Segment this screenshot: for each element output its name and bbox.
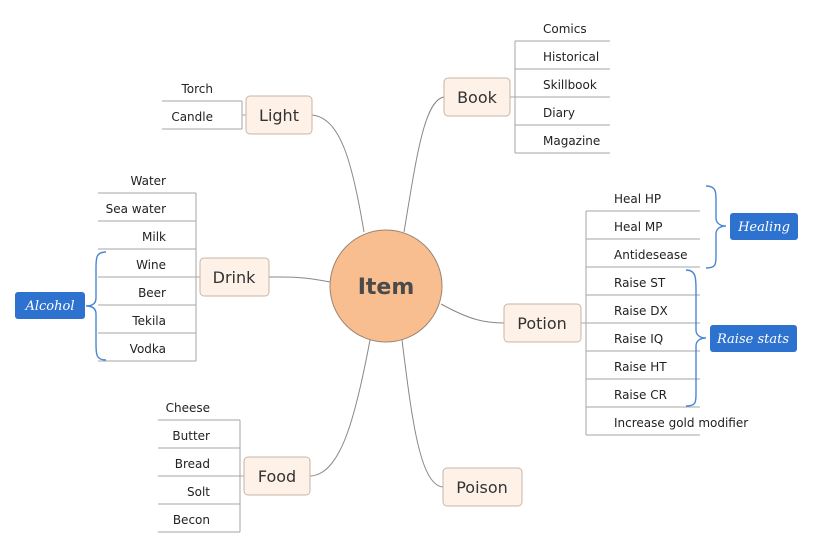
leaf-drink-3[interactable]: Wine: [136, 258, 166, 272]
connector-food: [309, 339, 371, 477]
connector-poison: [401, 339, 444, 488]
topic-book[interactable]: Book: [443, 77, 511, 117]
leaf-book-1[interactable]: Historical: [543, 50, 599, 64]
topic-light-box: [245, 95, 313, 135]
center-node[interactable]: Item: [329, 229, 443, 343]
topic-light-label: Light: [259, 106, 299, 125]
topic-food[interactable]: Food: [243, 456, 311, 496]
leaf-drink-1[interactable]: Sea water: [106, 202, 166, 216]
leaf-potion-7[interactable]: Raise CR: [614, 388, 667, 402]
connectors: [268, 96, 505, 488]
topic-drink-box: [199, 257, 270, 297]
leaf-drink-6[interactable]: Vodka: [130, 342, 166, 356]
topic-poison-box: [442, 467, 523, 507]
leaf-drink-0[interactable]: Water: [131, 174, 167, 188]
leaf-food-0[interactable]: Cheese: [166, 401, 210, 415]
leaf-lines: [98, 40, 700, 533]
leaf-potion-5[interactable]: Raise IQ: [614, 332, 663, 346]
topic-book-label: Book: [457, 88, 498, 107]
leaf-light-0[interactable]: Torch: [180, 82, 213, 96]
topic-drink-label: Drink: [213, 268, 256, 287]
topic-potion-box: [503, 303, 582, 343]
brace-raise-stats: [685, 269, 707, 407]
leaf-potion-8[interactable]: Increase gold modifier: [614, 416, 748, 430]
leaf-book-3[interactable]: Diary: [543, 106, 575, 120]
callout-raise-stats-label: Raise stats: [716, 332, 789, 347]
leaf-book-2[interactable]: Skillbook: [543, 78, 597, 92]
center-label: Item: [358, 275, 415, 300]
braces: [85, 185, 727, 407]
leaf-food-4[interactable]: Becon: [173, 513, 210, 527]
callout-alcohol-label: Alcohol: [24, 299, 74, 314]
center-circle: [329, 229, 443, 343]
leaf-food-3[interactable]: Solt: [187, 485, 210, 499]
topic-book-box: [443, 77, 511, 117]
connector-potion: [440, 303, 505, 324]
callout-alcohol-box: [15, 292, 85, 319]
callout-healing[interactable]: Healing: [730, 213, 798, 240]
callout-raise-stats-box: [710, 325, 797, 352]
leaf-potion-4[interactable]: Raise DX: [614, 304, 668, 318]
topic-poison[interactable]: Poison: [442, 467, 523, 507]
leaf-food-1[interactable]: Butter: [172, 429, 210, 443]
topic-poison-label: Poison: [456, 478, 508, 497]
callout-alcohol[interactable]: Alcohol: [15, 292, 85, 319]
topic-potion-label: Potion: [517, 314, 567, 333]
leaves: Torch Candle Comics Historical Skillbook…: [106, 22, 749, 527]
callout-healing-label: Healing: [737, 220, 790, 235]
leaf-potion-0[interactable]: Heal HP: [614, 192, 661, 206]
leaf-drink-2[interactable]: Milk: [142, 230, 166, 244]
leaf-book-0[interactable]: Comics: [543, 22, 587, 36]
leaf-drink-4[interactable]: Beer: [138, 286, 166, 300]
leaf-light-1[interactable]: Candle: [171, 110, 213, 124]
connector-drink: [268, 276, 331, 283]
brace-alcohol: [85, 251, 107, 361]
callout-raise-stats[interactable]: Raise stats: [710, 325, 797, 352]
callout-healing-box: [730, 213, 798, 240]
topic-food-label: Food: [258, 467, 296, 486]
leaf-food-2[interactable]: Bread: [175, 457, 210, 471]
brace-healing: [705, 185, 727, 269]
leaf-drink-5[interactable]: Tekila: [131, 314, 166, 328]
leaf-potion-1[interactable]: Heal MP: [614, 220, 663, 234]
leaf-potion-6[interactable]: Raise HT: [614, 360, 667, 374]
connector-light: [311, 114, 365, 233]
connector-book: [403, 96, 445, 233]
leaf-potion-2[interactable]: Antidesease: [614, 248, 687, 262]
leaf-potion-3[interactable]: Raise ST: [614, 276, 666, 290]
topic-food-box: [243, 456, 311, 496]
topic-drink[interactable]: Drink: [199, 257, 270, 297]
topic-light[interactable]: Light: [245, 95, 313, 135]
topic-potion[interactable]: Potion: [503, 303, 582, 343]
leaf-book-4[interactable]: Magazine: [543, 134, 600, 148]
